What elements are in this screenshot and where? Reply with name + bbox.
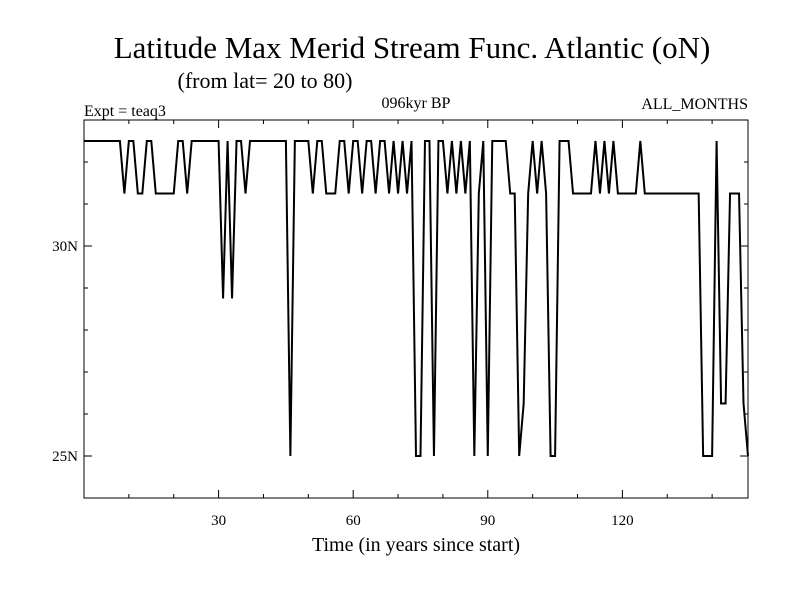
x-tick-label: 30	[211, 513, 226, 529]
series-line-0	[84, 140, 749, 457]
chart-title: Latitude Max Merid Stream Func. Atlantic…	[114, 30, 711, 65]
x-tick-label: 60	[346, 513, 361, 529]
x-tick-label: 120	[611, 513, 634, 529]
chart-subtitle: (from lat= 20 to 80)	[178, 68, 353, 93]
annotation-left: Expt = teaq3	[84, 103, 166, 120]
axis-ticks: 30 60 90 120 25N 30N	[52, 119, 748, 529]
y-tick-label: 30N	[52, 239, 78, 255]
series-layer	[84, 140, 749, 457]
x-tick-label: 90	[480, 513, 495, 529]
annotation-right: ALL_MONTHS	[641, 96, 748, 113]
x-axis-label: Time (in years since start)	[312, 534, 520, 556]
y-tick-label: 25N	[52, 449, 78, 465]
plot-frame	[83, 119, 749, 499]
annotation-center: 096kyr BP	[382, 95, 451, 112]
